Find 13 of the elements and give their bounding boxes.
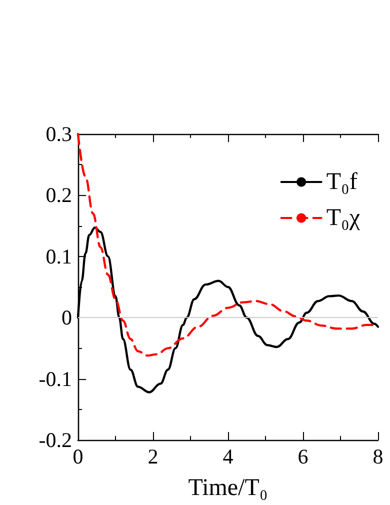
y-tick-label: 0.3 [46,122,72,146]
x-tick-label: 6 [298,444,308,468]
y-tick-label: 0.1 [46,244,72,268]
y-tick-label: -0.2 [38,428,72,452]
y-tick-label: 0.2 [46,183,72,208]
x-tick-label: 2 [148,444,158,468]
x-tick-label: 8 [372,444,384,468]
y-tick-label: -0.1 [38,366,72,391]
y-tick-label: 0 [62,306,72,330]
x-axis-title: Time/T₀ [188,475,268,501]
legend-label: T₀f [326,169,358,195]
legend-label: T₀χ [326,205,360,231]
x-tick-label: 4 [222,444,234,468]
